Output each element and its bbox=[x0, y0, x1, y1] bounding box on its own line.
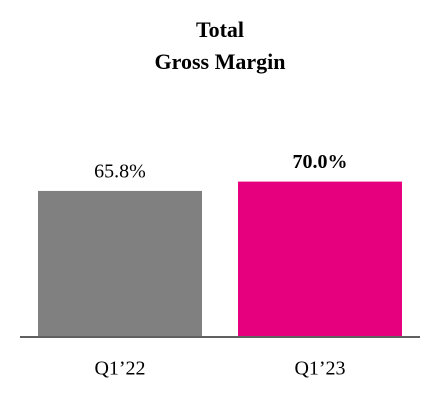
value-label: 65.8% bbox=[94, 161, 146, 183]
chart-title: Total bbox=[196, 17, 244, 42]
value-label: 70.0% bbox=[293, 151, 348, 173]
bar bbox=[38, 190, 202, 337]
x-tick-label: Q1’22 bbox=[94, 358, 145, 380]
bar bbox=[238, 181, 402, 337]
x-tick-label: Q1’23 bbox=[294, 358, 345, 380]
chart-title: Gross Margin bbox=[155, 49, 286, 74]
